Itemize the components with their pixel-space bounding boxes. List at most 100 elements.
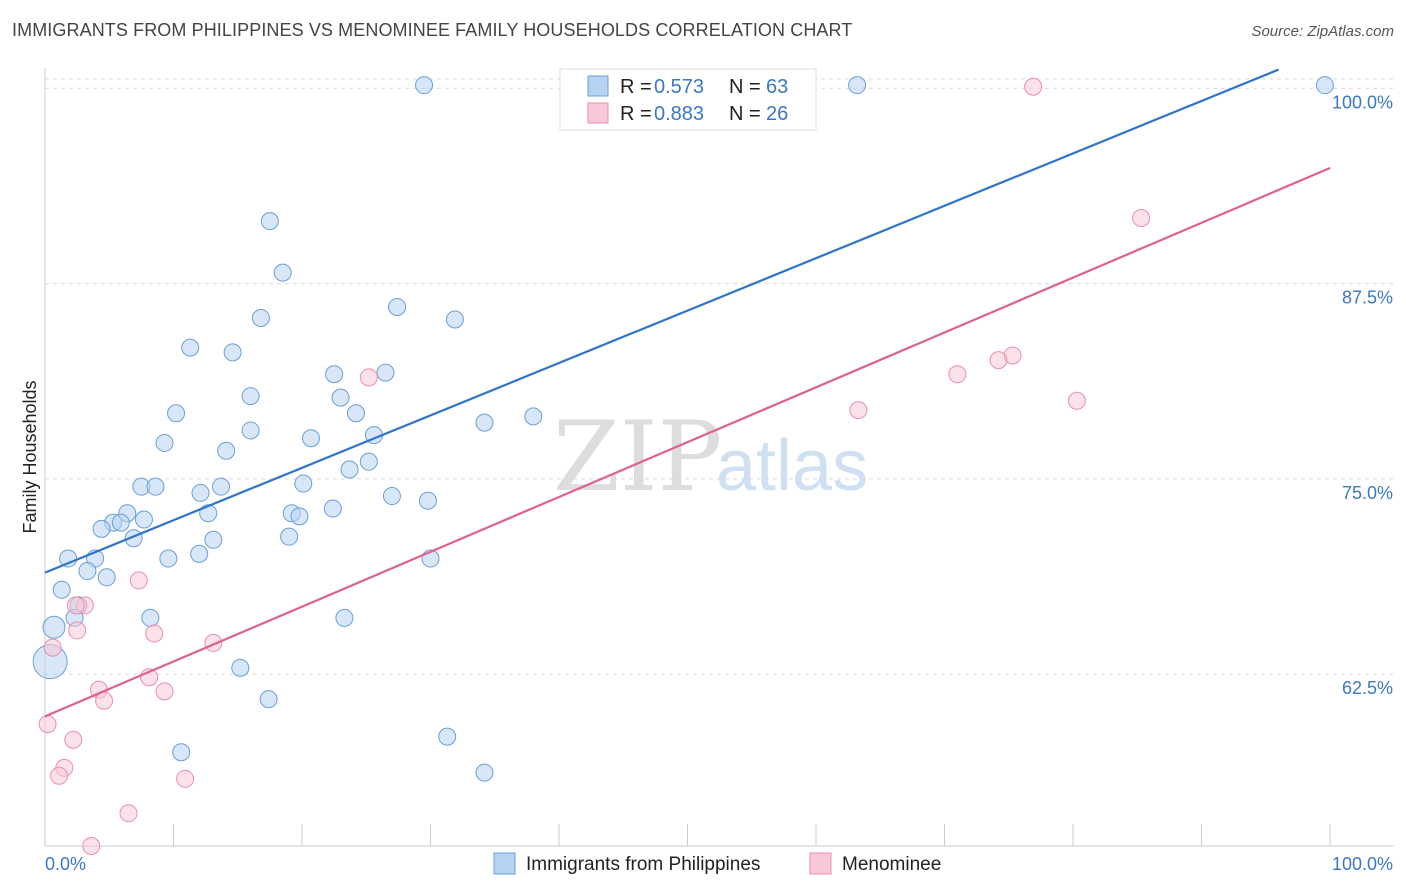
scatter-point (52, 580, 71, 599)
scatter-point (111, 513, 130, 532)
scatter-point (190, 544, 209, 563)
legend-swatch-menominee (809, 852, 832, 875)
stats-n-value-menominee: 26 (766, 103, 788, 125)
scatter-point (445, 310, 464, 329)
stats-n-label-menominee: N = (729, 103, 761, 125)
scatter-point (159, 549, 178, 568)
chart-title: IMMIGRANTS FROM PHILIPPINES VS MENOMINEE… (12, 20, 853, 40)
legend: Immigrants from Philippines Menominee (493, 852, 941, 875)
scatter-point (376, 363, 395, 382)
scatter-point (50, 766, 69, 785)
scatter-point (438, 727, 457, 746)
y-axis-label: Family Households (20, 380, 40, 533)
scatter-point (167, 404, 186, 423)
scatter-point (359, 452, 378, 471)
x-axis-ticks (44, 824, 1331, 846)
scatter-point (418, 491, 437, 510)
scatter-point (38, 715, 57, 734)
scatter-point (68, 621, 87, 640)
legend-swatch-philippines (493, 852, 516, 875)
scatter-point (172, 743, 191, 762)
scatter-point (280, 527, 299, 546)
stats-box: R = 0.573 N = 63 R = 0.883 N = 26 (559, 68, 817, 131)
watermark: ZIP atlas (553, 401, 868, 513)
stats-n-label-philippines: N = (729, 76, 761, 98)
scatter-point (290, 507, 309, 526)
stats-swatch-menominee (587, 102, 609, 124)
scatter-point (66, 596, 85, 615)
scatter-point (64, 730, 83, 749)
scatter-point (141, 608, 160, 627)
scatter-point (1315, 76, 1334, 95)
scatter-point (346, 404, 365, 423)
scatter-point (241, 387, 260, 406)
trend-lines (44, 68, 1331, 718)
scatter-point (191, 483, 210, 502)
scatter-point (129, 571, 148, 590)
scatter-point (145, 624, 164, 643)
scatter-point (989, 351, 1008, 370)
scatter-point (340, 460, 359, 479)
scatter-point (241, 421, 260, 440)
y-tick-labels: 62.5% 75.0% 87.5% 100.0% (1332, 92, 1393, 698)
scatter-point (155, 433, 174, 452)
y-tick-label: 75.0% (1342, 483, 1393, 503)
scatter-point (301, 429, 320, 448)
series-philippines (32, 76, 1334, 782)
scatter-point (146, 477, 165, 496)
chart-source: Source: ZipAtlas.com (1251, 23, 1394, 40)
scatter-point (78, 562, 97, 581)
series-menominee (38, 77, 1151, 855)
x-tick-label-max: 100.0% (1332, 854, 1393, 874)
scatter-point (217, 441, 236, 460)
scatter-point (359, 368, 378, 387)
scatter-point (1024, 77, 1043, 96)
scatter-point (849, 401, 868, 420)
scatter-point (212, 477, 231, 496)
scatter-point (1132, 208, 1151, 227)
scatter-point (331, 388, 350, 407)
scatter-point (1067, 391, 1086, 410)
scatter-point (475, 413, 494, 432)
stats-r-value-philippines: 0.573 (654, 76, 704, 98)
scatter-point (323, 499, 342, 518)
scatter-point (82, 837, 101, 855)
watermark-zip: ZIP (553, 401, 722, 513)
scatter-point (259, 690, 278, 709)
scatter-point (92, 519, 111, 538)
scatter-point (204, 530, 223, 549)
stats-r-label-menominee: R = (620, 103, 652, 125)
gridlines (45, 78, 1394, 675)
scatter-point (948, 365, 967, 384)
scatter-point (273, 263, 292, 282)
y-tick-label: 100.0% (1332, 92, 1393, 112)
scatter-point (181, 338, 200, 357)
watermark-atlas: atlas (716, 426, 868, 506)
scatter-point (325, 365, 344, 384)
scatter-point (231, 658, 250, 677)
x-tick-label-min: 0.0% (45, 854, 86, 874)
trend-line-menominee (44, 166, 1331, 718)
legend-label-philippines: Immigrants from Philippines (526, 854, 760, 875)
trend-line-philippines (44, 68, 1280, 574)
y-tick-label: 62.5% (1342, 678, 1393, 698)
scatter-point (294, 474, 313, 493)
scatter-point (524, 407, 543, 426)
scatter-point (223, 343, 242, 362)
scatter-point (134, 510, 153, 529)
scatter-point (155, 682, 174, 701)
y-tick-label: 87.5% (1342, 288, 1393, 308)
stats-swatch-philippines (587, 75, 609, 97)
scatter-point (382, 487, 401, 506)
scatter-point (119, 804, 138, 823)
stats-r-value-menominee: 0.883 (654, 103, 704, 125)
scatter-point (335, 608, 354, 627)
scatter-point (415, 76, 434, 95)
scatter-point (260, 212, 279, 231)
scatter-point (97, 568, 116, 587)
scatter-point (388, 298, 407, 317)
stats-r-label-philippines: R = (620, 76, 652, 98)
scatter-point (475, 763, 494, 782)
legend-label-menominee: Menominee (842, 854, 941, 875)
